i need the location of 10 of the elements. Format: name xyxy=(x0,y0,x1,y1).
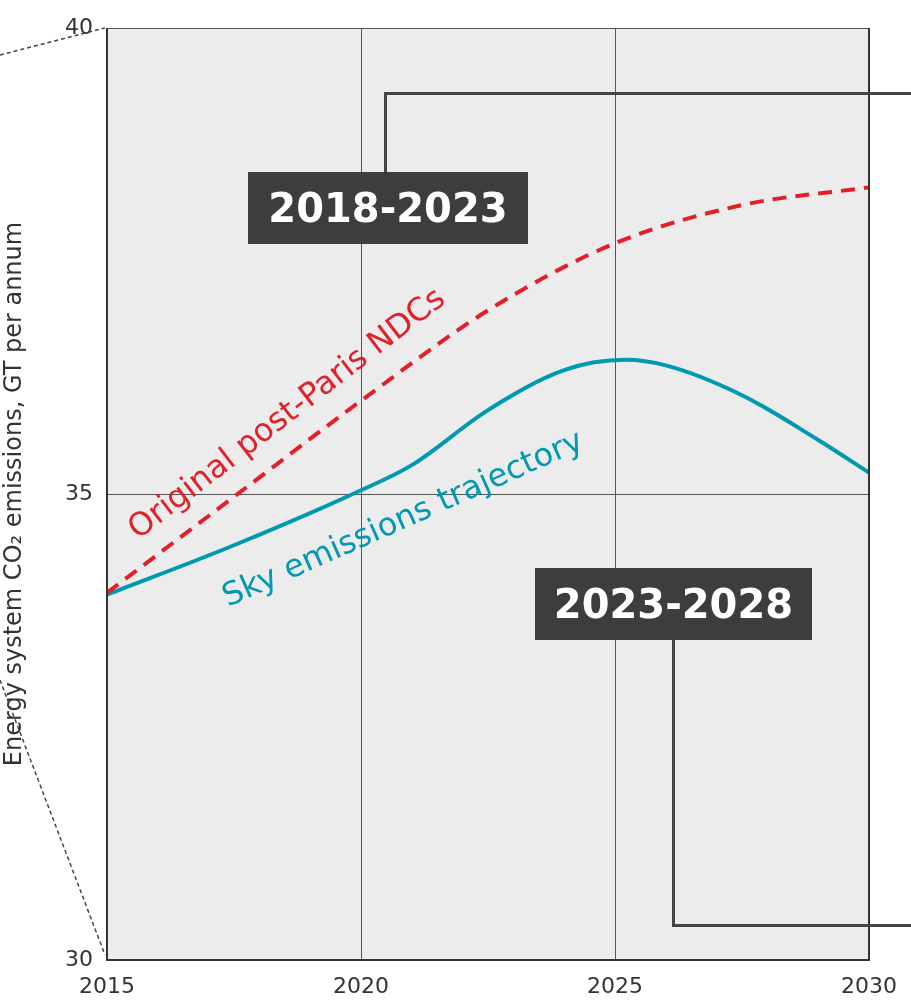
y-tick-label: 40 xyxy=(65,13,93,39)
y-tick-label: 35 xyxy=(65,479,93,505)
x-tick-label: 2020 xyxy=(333,972,389,998)
y-tick-label: 30 xyxy=(65,945,93,971)
annotation: 2023-2028 xyxy=(535,568,812,640)
x-tick-label: 2030 xyxy=(841,972,898,998)
x-tick-label: 2025 xyxy=(587,972,643,998)
y-axis-title: Energy system CO₂ emissions, GT per annum xyxy=(0,221,27,767)
x-tick-label: 2015 xyxy=(79,972,135,998)
annotation: 2018-2023 xyxy=(248,172,528,244)
